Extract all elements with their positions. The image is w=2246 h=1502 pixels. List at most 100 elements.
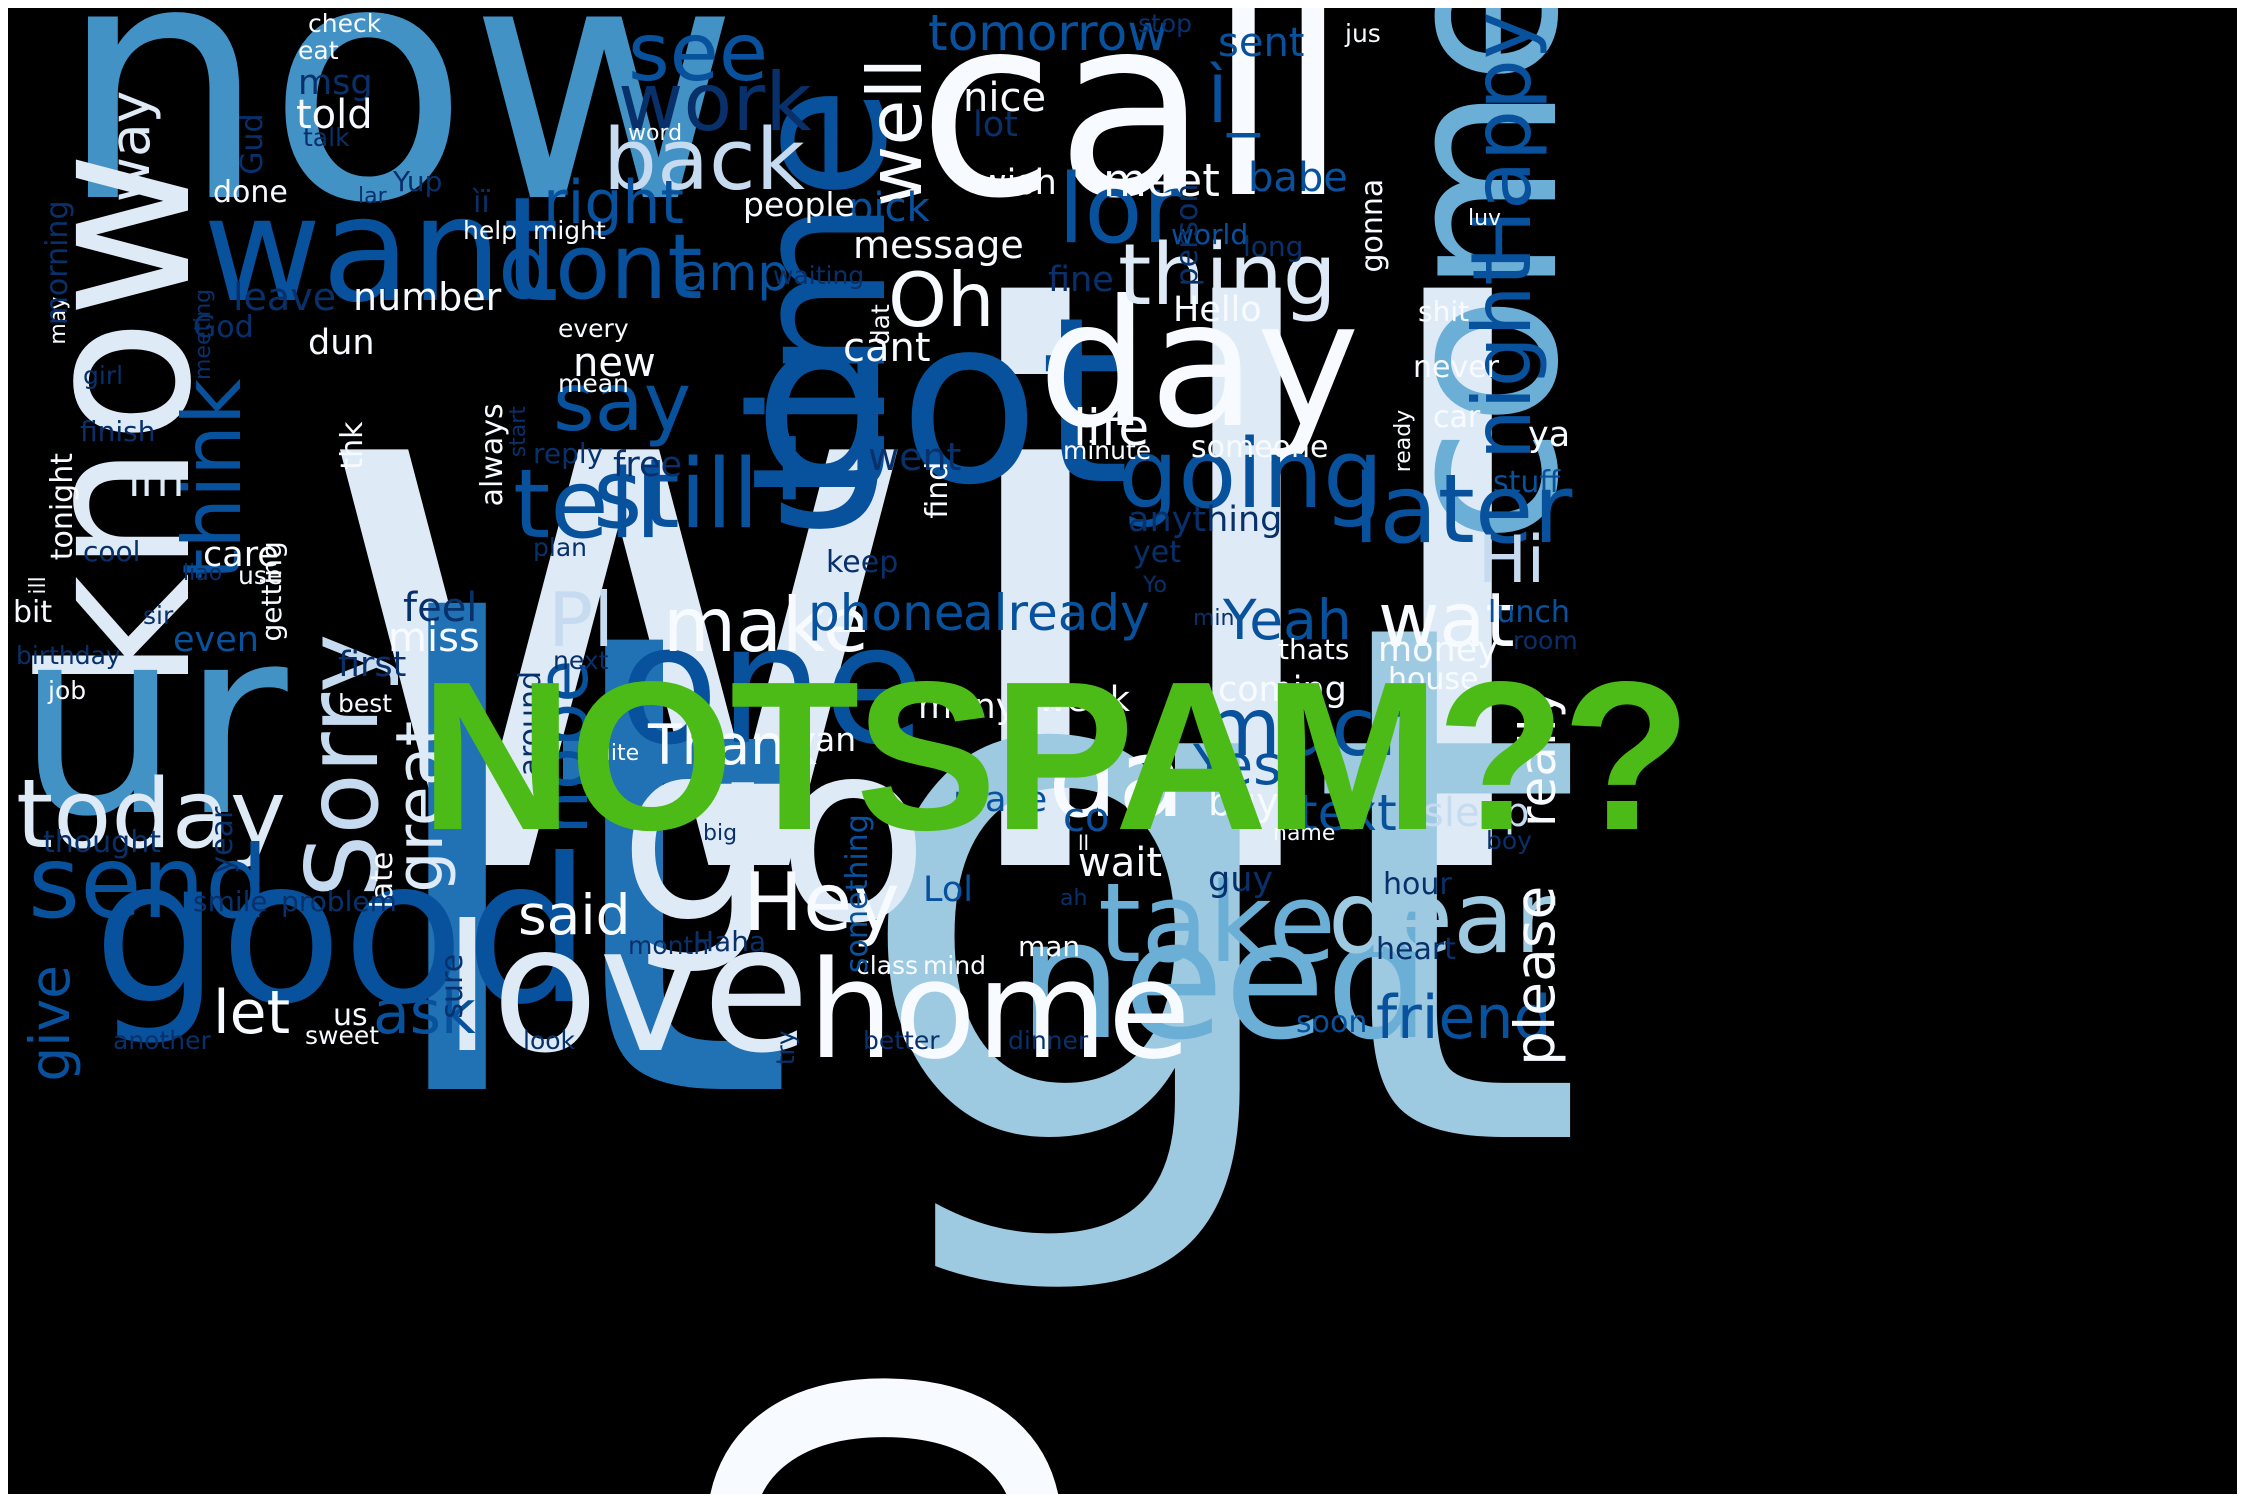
word-need: need [1018, 884, 1431, 1076]
word-minute: minute [1063, 436, 1152, 465]
word-dear: dear [1328, 859, 1556, 976]
word-dat: dat [866, 304, 895, 346]
word-ready: ready [1391, 409, 1416, 473]
word-plan: plan [533, 533, 587, 562]
notspam-overlay-label: NOTSPAM?? [420, 637, 1691, 874]
word-haha: Haha [693, 925, 767, 958]
word-lar: lar [358, 184, 387, 209]
word-day: day [1038, 264, 1360, 467]
word-already: already [963, 584, 1150, 642]
word-guy: guy [1208, 860, 1274, 900]
word-wat: wat [1378, 576, 1515, 664]
word-yo: Yo [1143, 573, 1167, 598]
word-place: place [953, 780, 1048, 820]
word-back: back [603, 111, 805, 210]
word-soon: soon [1296, 1005, 1368, 1040]
word-leave: leave [233, 275, 337, 319]
word-lot: lot [973, 105, 1018, 145]
word-sleep: sleep [1423, 790, 1530, 836]
word-will: will [308, 161, 1564, 1045]
word-mind: mind [923, 951, 987, 980]
word-sir: sir [143, 601, 174, 630]
word-text: text [1298, 784, 1397, 842]
word-next: next [553, 646, 609, 675]
word-year: year [205, 806, 240, 874]
word-pl: Pl [548, 576, 615, 664]
word-ah: ah [1060, 886, 1088, 911]
word-feel: feel [403, 585, 478, 631]
word-us: us [333, 998, 368, 1033]
word-yet: yet [1133, 535, 1181, 570]
word-one: one [618, 589, 926, 781]
word-hi: Hi [1478, 523, 1545, 598]
word-birthday: birthday [16, 641, 121, 670]
word-help: help [463, 216, 518, 245]
word-ya: ya [1528, 415, 1571, 455]
word-happy: Happy [1456, 11, 1549, 270]
word-today: today [16, 760, 287, 870]
word-done: done [213, 175, 288, 210]
word-care: care [203, 535, 279, 575]
word-lunch: lunch [1488, 595, 1570, 630]
word-stuff: stuff [1493, 465, 1561, 500]
word-first: first [338, 645, 407, 685]
word-cloud: willgtltnowokcallcomeknowurgogoodlovenee… [8, 8, 2237, 1494]
word-take: take [1098, 859, 1336, 987]
word-make: make [663, 581, 869, 669]
word-sweet: sweet [305, 1021, 380, 1050]
word-message: message [853, 223, 1024, 267]
word-gud: Gud [235, 113, 270, 175]
word-tell: tell [513, 450, 662, 560]
word-someone: someone [1191, 430, 1329, 465]
word-coming: coming [1218, 670, 1347, 710]
word-shit: shit [1418, 295, 1470, 328]
word-im: im [128, 454, 185, 507]
word-miss: miss [388, 615, 480, 661]
word-nice: nice [963, 75, 1047, 121]
word-babe: babe [1248, 155, 1348, 201]
word-luv: luv [1468, 206, 1502, 231]
word-heart: heart [1376, 932, 1456, 967]
word-dinner: dinner [1008, 1026, 1089, 1055]
word-money: money [1378, 630, 1498, 670]
word-jus: jus [1345, 19, 1381, 48]
word-went: went [868, 435, 962, 479]
word-lor: lor [1058, 155, 1182, 265]
word-thats: thats [1278, 633, 1350, 666]
word-work: work [618, 56, 812, 149]
word-world: world [1171, 218, 1249, 251]
word-pick: pick [848, 185, 930, 231]
word-good: good [93, 816, 592, 1049]
word-way: way [98, 90, 162, 202]
word-better: better [863, 1026, 940, 1055]
word-much: much [1203, 681, 1427, 774]
word-tomorrow: tomorrow [928, 8, 1169, 62]
word-amp: amp [678, 244, 790, 302]
word-reply: reply [533, 437, 604, 470]
word-room: room [1513, 626, 1578, 655]
word-use: use [238, 561, 283, 590]
word-person: person [1170, 183, 1205, 287]
word-talk: talk [303, 123, 350, 152]
word-lol: Lol [923, 870, 974, 910]
word-boy: boy [1486, 826, 1532, 855]
word-finish: finish [80, 415, 156, 448]
word-friend: friend [1376, 983, 1552, 1053]
word-class: class [856, 951, 919, 980]
word-cool: cool [83, 535, 141, 568]
word-meet: meet [1103, 154, 1220, 207]
word-morning: morning [40, 200, 75, 326]
word-problem: problem [281, 885, 397, 918]
word-yup: Yup [393, 165, 443, 198]
word-ur: ur [16, 572, 288, 874]
word-sent: sent [1218, 20, 1305, 66]
word-liao: liao [183, 561, 223, 586]
word-now: now [58, 8, 739, 275]
word-told: told [296, 92, 373, 138]
word-symbol: Ì_ [1208, 63, 1260, 138]
word-smile: smile [193, 885, 268, 918]
word-love: love [443, 889, 810, 1092]
word-got: got [753, 269, 1130, 536]
word-buy: buy [1208, 780, 1279, 824]
word-want: want [203, 166, 560, 335]
